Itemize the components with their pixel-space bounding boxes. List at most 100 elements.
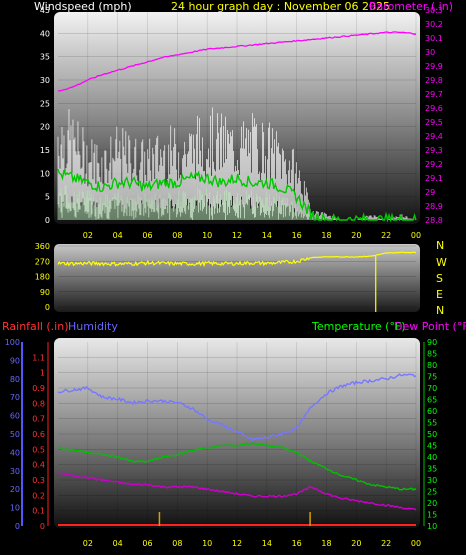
temperature-line [57, 442, 417, 491]
baro-y-tick-label: 30.3 [425, 6, 443, 15]
wind-y-tick-label: 0 [45, 216, 50, 225]
panel3-x-tick-label: 06 [142, 539, 152, 548]
wind-x-tick-label: 08 [172, 231, 182, 240]
wind-y-tick-label: 10 [40, 169, 50, 178]
wind-y-tick-label: 35 [40, 53, 50, 62]
panel3-background [54, 338, 420, 528]
baro-y-tick-label: 29.1 [425, 174, 443, 183]
humidity-y-tick-label: 10 [10, 504, 20, 513]
temp-y-tick-label: 10 [427, 522, 437, 531]
barometer-line [57, 31, 416, 92]
baro-y-tick-label: 29.5 [425, 118, 443, 127]
dir-y-tick-label: 180 [35, 273, 50, 282]
wind-direction-line [57, 251, 417, 268]
wind-x-tick-label: 18 [321, 231, 331, 240]
wind-y-tick-label: 45 [40, 6, 50, 15]
temp-y-tick-label: 55 [427, 419, 437, 428]
date-title: 24 hour graph day : November 06 2025 [171, 0, 391, 13]
rain-y-tick-label: 0.2 [32, 491, 45, 500]
temp-y-tick-label: 50 [427, 430, 437, 439]
wind-y-tick-label: 5 [45, 193, 50, 202]
panel2-background [54, 244, 420, 312]
baro-y-tick-label: 29.8 [425, 76, 443, 85]
temp-y-tick-label: 35 [427, 465, 437, 474]
rain-y-tick-label: 1 [40, 369, 45, 378]
baro-y-tick-label: 29.6 [425, 104, 443, 113]
wind-y-tick-label: 30 [40, 76, 50, 85]
baro-y-tick-label: 30.1 [425, 34, 443, 43]
baro-y-tick-label: 29.2 [425, 160, 443, 169]
compass-w: W [436, 256, 447, 269]
wind-x-tick-label: 22 [381, 231, 391, 240]
wind-x-tick-label: 06 [142, 231, 152, 240]
temp-y-tick-label: 65 [427, 396, 437, 405]
wind-x-tick-label: 10 [202, 231, 212, 240]
dewpoint-line [57, 472, 417, 511]
wind-x-tick-label: 12 [232, 231, 242, 240]
dewpoint-title: Dew Point (°F) [394, 320, 466, 333]
windspeed-title: Windspeed (mph) [34, 0, 132, 13]
baro-y-tick-label: 29.4 [425, 132, 443, 141]
wind-x-tick-label: 02 [83, 231, 93, 240]
wind-x-tick-label: 14 [262, 231, 272, 240]
baro-y-tick-label: 30 [425, 48, 435, 57]
panel1-background [54, 12, 420, 224]
rain-y-tick-label: 0.9 [32, 384, 45, 393]
rain-y-tick-label: 1.1 [32, 353, 45, 362]
dir-y-tick-label: 270 [35, 257, 50, 266]
humidity-y-tick-label: 30 [10, 467, 20, 476]
rain-y-tick-label: 0.7 [32, 415, 45, 424]
wind-y-tick-label: 25 [40, 99, 50, 108]
temp-y-tick-label: 85 [427, 350, 437, 359]
panel3-x-tick-label: 10 [202, 539, 212, 548]
baro-y-tick-label: 29.3 [425, 146, 443, 155]
panel3-x-tick-label: 12 [232, 539, 242, 548]
panel3-x-tick-label: 20 [351, 539, 361, 548]
rain-y-tick-label: 0.1 [32, 507, 45, 516]
dir-y-tick-label: 90 [40, 288, 50, 297]
wind-y-tick-label: 20 [40, 123, 50, 132]
humidity-y-tick-label: 20 [10, 485, 20, 494]
wind-x-tick-label: 16 [292, 231, 302, 240]
temp-y-tick-label: 30 [427, 476, 437, 485]
panel3-x-tick-label: 14 [262, 539, 272, 548]
humidity-y-tick-label: 40 [10, 448, 20, 457]
humidity-title: Humidity [68, 320, 118, 333]
temp-y-tick-label: 25 [427, 488, 437, 497]
temp-y-tick-label: 90 [427, 338, 437, 347]
rain-y-tick-label: 0.3 [32, 476, 45, 485]
temp-y-tick-label: 60 [427, 407, 437, 416]
panel3-x-tick-label: 02 [83, 539, 93, 548]
compass-e: E [436, 288, 443, 301]
panel3-x-tick-label: 00 [411, 539, 421, 548]
temperature-title: Temperature (°F) [312, 320, 406, 333]
baro-y-tick-label: 29.9 [425, 62, 443, 71]
humidity-line [57, 373, 417, 442]
temp-y-tick-label: 70 [427, 384, 437, 393]
compass-s: S [436, 272, 443, 285]
rain-y-tick-label: 0.8 [32, 399, 45, 408]
wind-x-tick-label: 20 [351, 231, 361, 240]
panel3-x-tick-label: 04 [113, 539, 123, 548]
baro-y-tick-label: 29.7 [425, 90, 443, 99]
baro-y-tick-label: 29 [425, 188, 435, 197]
temp-y-tick-label: 20 [427, 499, 437, 508]
dir-y-tick-label: 360 [35, 242, 50, 251]
temp-y-tick-label: 40 [427, 453, 437, 462]
temp-y-tick-label: 15 [427, 511, 437, 520]
baro-y-tick-label: 28.9 [425, 202, 443, 211]
rain-y-tick-label: 0.4 [32, 461, 45, 470]
wind-y-tick-label: 40 [40, 29, 50, 38]
humidity-y-tick-label: 0 [15, 522, 20, 531]
wind-y-tick-label: 15 [40, 146, 50, 155]
wind-average-line [57, 168, 417, 223]
humidity-y-tick-label: 60 [10, 412, 20, 421]
humidity-y-tick-label: 100 [5, 338, 20, 347]
rainfall-title: Rainfall (.in) [2, 320, 69, 333]
baro-y-tick-label: 28.8 [425, 216, 443, 225]
humidity-y-tick-label: 80 [10, 375, 20, 384]
humidity-y-tick-label: 70 [10, 393, 20, 402]
rain-y-tick-label: 0 [40, 522, 45, 531]
wind-x-tick-label: 00 [411, 231, 421, 240]
